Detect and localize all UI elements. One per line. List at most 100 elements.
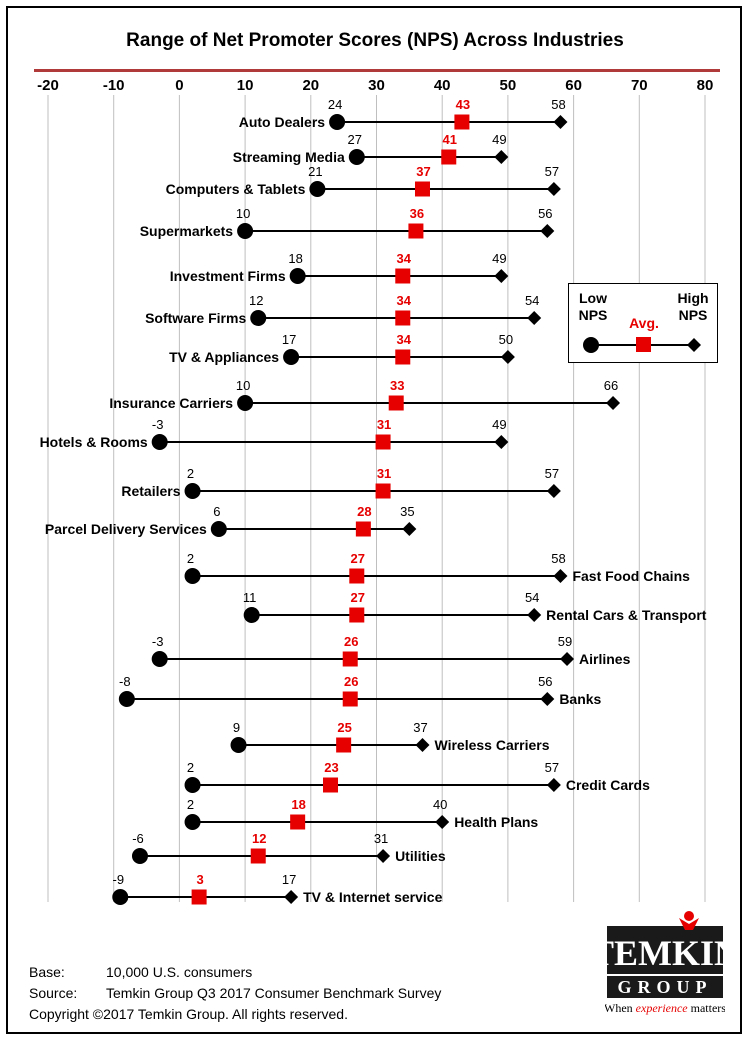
avg-value-label: 43 bbox=[456, 97, 470, 112]
category-label: Supermarkets bbox=[140, 223, 234, 239]
high-marker bbox=[494, 150, 509, 164]
category-label: Retailers bbox=[121, 483, 180, 499]
high-value-label: 40 bbox=[433, 797, 447, 812]
category-label: Credit Cards bbox=[566, 777, 650, 793]
low-value-label: 9 bbox=[233, 720, 240, 735]
avg-marker bbox=[290, 814, 306, 830]
avg-value-label: 27 bbox=[351, 551, 365, 566]
high-marker bbox=[540, 692, 555, 706]
high-marker bbox=[606, 396, 621, 410]
low-value-label: 6 bbox=[213, 504, 220, 519]
legend-diamond-icon bbox=[687, 338, 701, 352]
logo-tagline: When experience matters bbox=[605, 1001, 725, 1015]
category-label: TV & Appliances bbox=[169, 349, 279, 365]
legend: Low NPS Avg. High NPS bbox=[568, 283, 718, 363]
high-marker bbox=[435, 815, 450, 829]
avg-marker bbox=[250, 848, 266, 864]
high-value-label: 54 bbox=[525, 293, 539, 308]
avg-value-label: 31 bbox=[377, 466, 391, 481]
high-marker bbox=[500, 350, 515, 364]
high-marker bbox=[415, 738, 430, 752]
low-value-label: 18 bbox=[288, 251, 302, 266]
avg-value-label: 33 bbox=[390, 378, 404, 393]
high-value-label: 57 bbox=[545, 760, 559, 775]
low-marker bbox=[184, 483, 201, 499]
legend-circle-icon bbox=[583, 337, 599, 353]
x-tick-label: 20 bbox=[302, 77, 319, 94]
avg-marker bbox=[349, 568, 365, 584]
legend-low-label-line1: Low bbox=[579, 290, 607, 306]
category-label: Utilities bbox=[395, 848, 446, 864]
category-label: Airlines bbox=[579, 651, 631, 667]
legend-high-label: High NPS bbox=[671, 290, 715, 324]
low-value-label: 10 bbox=[236, 206, 250, 221]
legend-markers bbox=[583, 337, 701, 353]
category-label: Streaming Media bbox=[233, 149, 345, 165]
category-label: Auto Dealers bbox=[239, 114, 326, 130]
low-value-label: 21 bbox=[308, 164, 322, 179]
high-marker bbox=[376, 849, 391, 863]
legend-low-label: Low NPS bbox=[571, 290, 615, 324]
category-label: Insurance Carriers bbox=[109, 395, 233, 411]
avg-value-label: 34 bbox=[397, 293, 412, 308]
low-value-label: -3 bbox=[152, 417, 164, 432]
low-value-label: 2 bbox=[187, 797, 194, 812]
footer-base-value: 10,000 U.S. consumers bbox=[106, 964, 253, 980]
high-marker bbox=[402, 522, 417, 536]
x-tick-label: 70 bbox=[631, 77, 648, 94]
low-value-label: 2 bbox=[187, 551, 194, 566]
x-tick-label: -20 bbox=[37, 77, 59, 94]
avg-marker bbox=[395, 349, 411, 365]
high-value-label: 17 bbox=[282, 872, 296, 887]
high-value-label: 57 bbox=[545, 466, 559, 481]
high-marker bbox=[494, 269, 509, 283]
avg-value-label: 26 bbox=[344, 634, 358, 649]
footer: Base: 10,000 U.S. consumers Source: Temkin… bbox=[29, 962, 441, 1025]
low-value-label: -8 bbox=[119, 674, 131, 689]
low-marker bbox=[151, 434, 168, 450]
category-label: Investment Firms bbox=[170, 268, 286, 284]
low-marker bbox=[329, 114, 346, 130]
high-value-label: 58 bbox=[551, 97, 565, 112]
high-value-label: 49 bbox=[492, 132, 506, 147]
category-label: Rental Cars & Transport bbox=[546, 607, 707, 623]
legend-high-label-line2: NPS bbox=[678, 307, 708, 323]
x-tick-label: 80 bbox=[697, 77, 714, 94]
avg-marker bbox=[336, 737, 352, 753]
high-value-label: 49 bbox=[492, 417, 506, 432]
category-label: Health Plans bbox=[454, 814, 538, 830]
footer-base-key: Base: bbox=[29, 964, 65, 980]
low-marker bbox=[250, 310, 267, 326]
avg-value-label: 12 bbox=[252, 831, 266, 846]
title-rule bbox=[34, 69, 720, 72]
x-tick-label: 50 bbox=[500, 77, 517, 94]
high-marker bbox=[527, 608, 542, 622]
high-value-label: 35 bbox=[400, 504, 414, 519]
low-value-label: 27 bbox=[348, 132, 362, 147]
category-label: Parcel Delivery Services bbox=[45, 521, 207, 537]
low-marker bbox=[184, 568, 201, 584]
high-value-label: 56 bbox=[538, 674, 552, 689]
high-value-label: 58 bbox=[551, 551, 565, 566]
high-value-label: 50 bbox=[499, 332, 513, 347]
chart-title: Range of Net Promoter Scores (NPS) Acros… bbox=[126, 30, 624, 51]
low-value-label: 2 bbox=[187, 466, 194, 481]
low-value-label: -3 bbox=[152, 634, 164, 649]
high-marker bbox=[546, 778, 561, 792]
high-value-label: 54 bbox=[525, 590, 539, 605]
temkin-group-logo: TEMKIN GROUP When experience matters bbox=[590, 908, 740, 1018]
category-label: Wireless Carriers bbox=[434, 737, 549, 753]
avg-marker bbox=[349, 607, 365, 623]
low-marker bbox=[210, 521, 227, 537]
low-value-label: 17 bbox=[282, 332, 296, 347]
legend-high-label-line1: High bbox=[677, 290, 709, 306]
low-marker bbox=[230, 737, 247, 753]
avg-value-label: 37 bbox=[416, 164, 430, 179]
low-value-label: 10 bbox=[236, 378, 250, 393]
avg-marker bbox=[342, 651, 358, 667]
x-tick-label: 10 bbox=[237, 77, 254, 94]
avg-value-label: 34 bbox=[397, 332, 412, 347]
high-marker bbox=[553, 115, 568, 129]
high-value-label: 37 bbox=[413, 720, 427, 735]
avg-value-label: 18 bbox=[291, 797, 305, 812]
